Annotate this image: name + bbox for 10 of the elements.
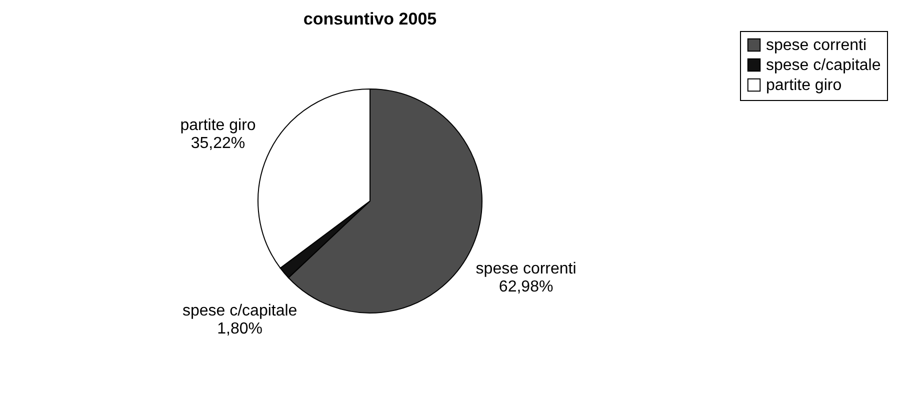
legend-label: spese c/capitale [766,57,881,74]
slice-label: spese c/capitale [182,302,298,320]
slice-label: spese correnti [476,260,576,278]
legend-label: partite giro [766,77,842,94]
chart-title: consuntivo 2005 [303,10,437,28]
slice-label: partite giro [180,116,256,134]
data-label: 35,22% [190,134,246,152]
data-label: 62,98% [498,278,554,296]
legend-label: spese correnti [766,37,866,54]
data-label: 1,80% [217,320,263,338]
